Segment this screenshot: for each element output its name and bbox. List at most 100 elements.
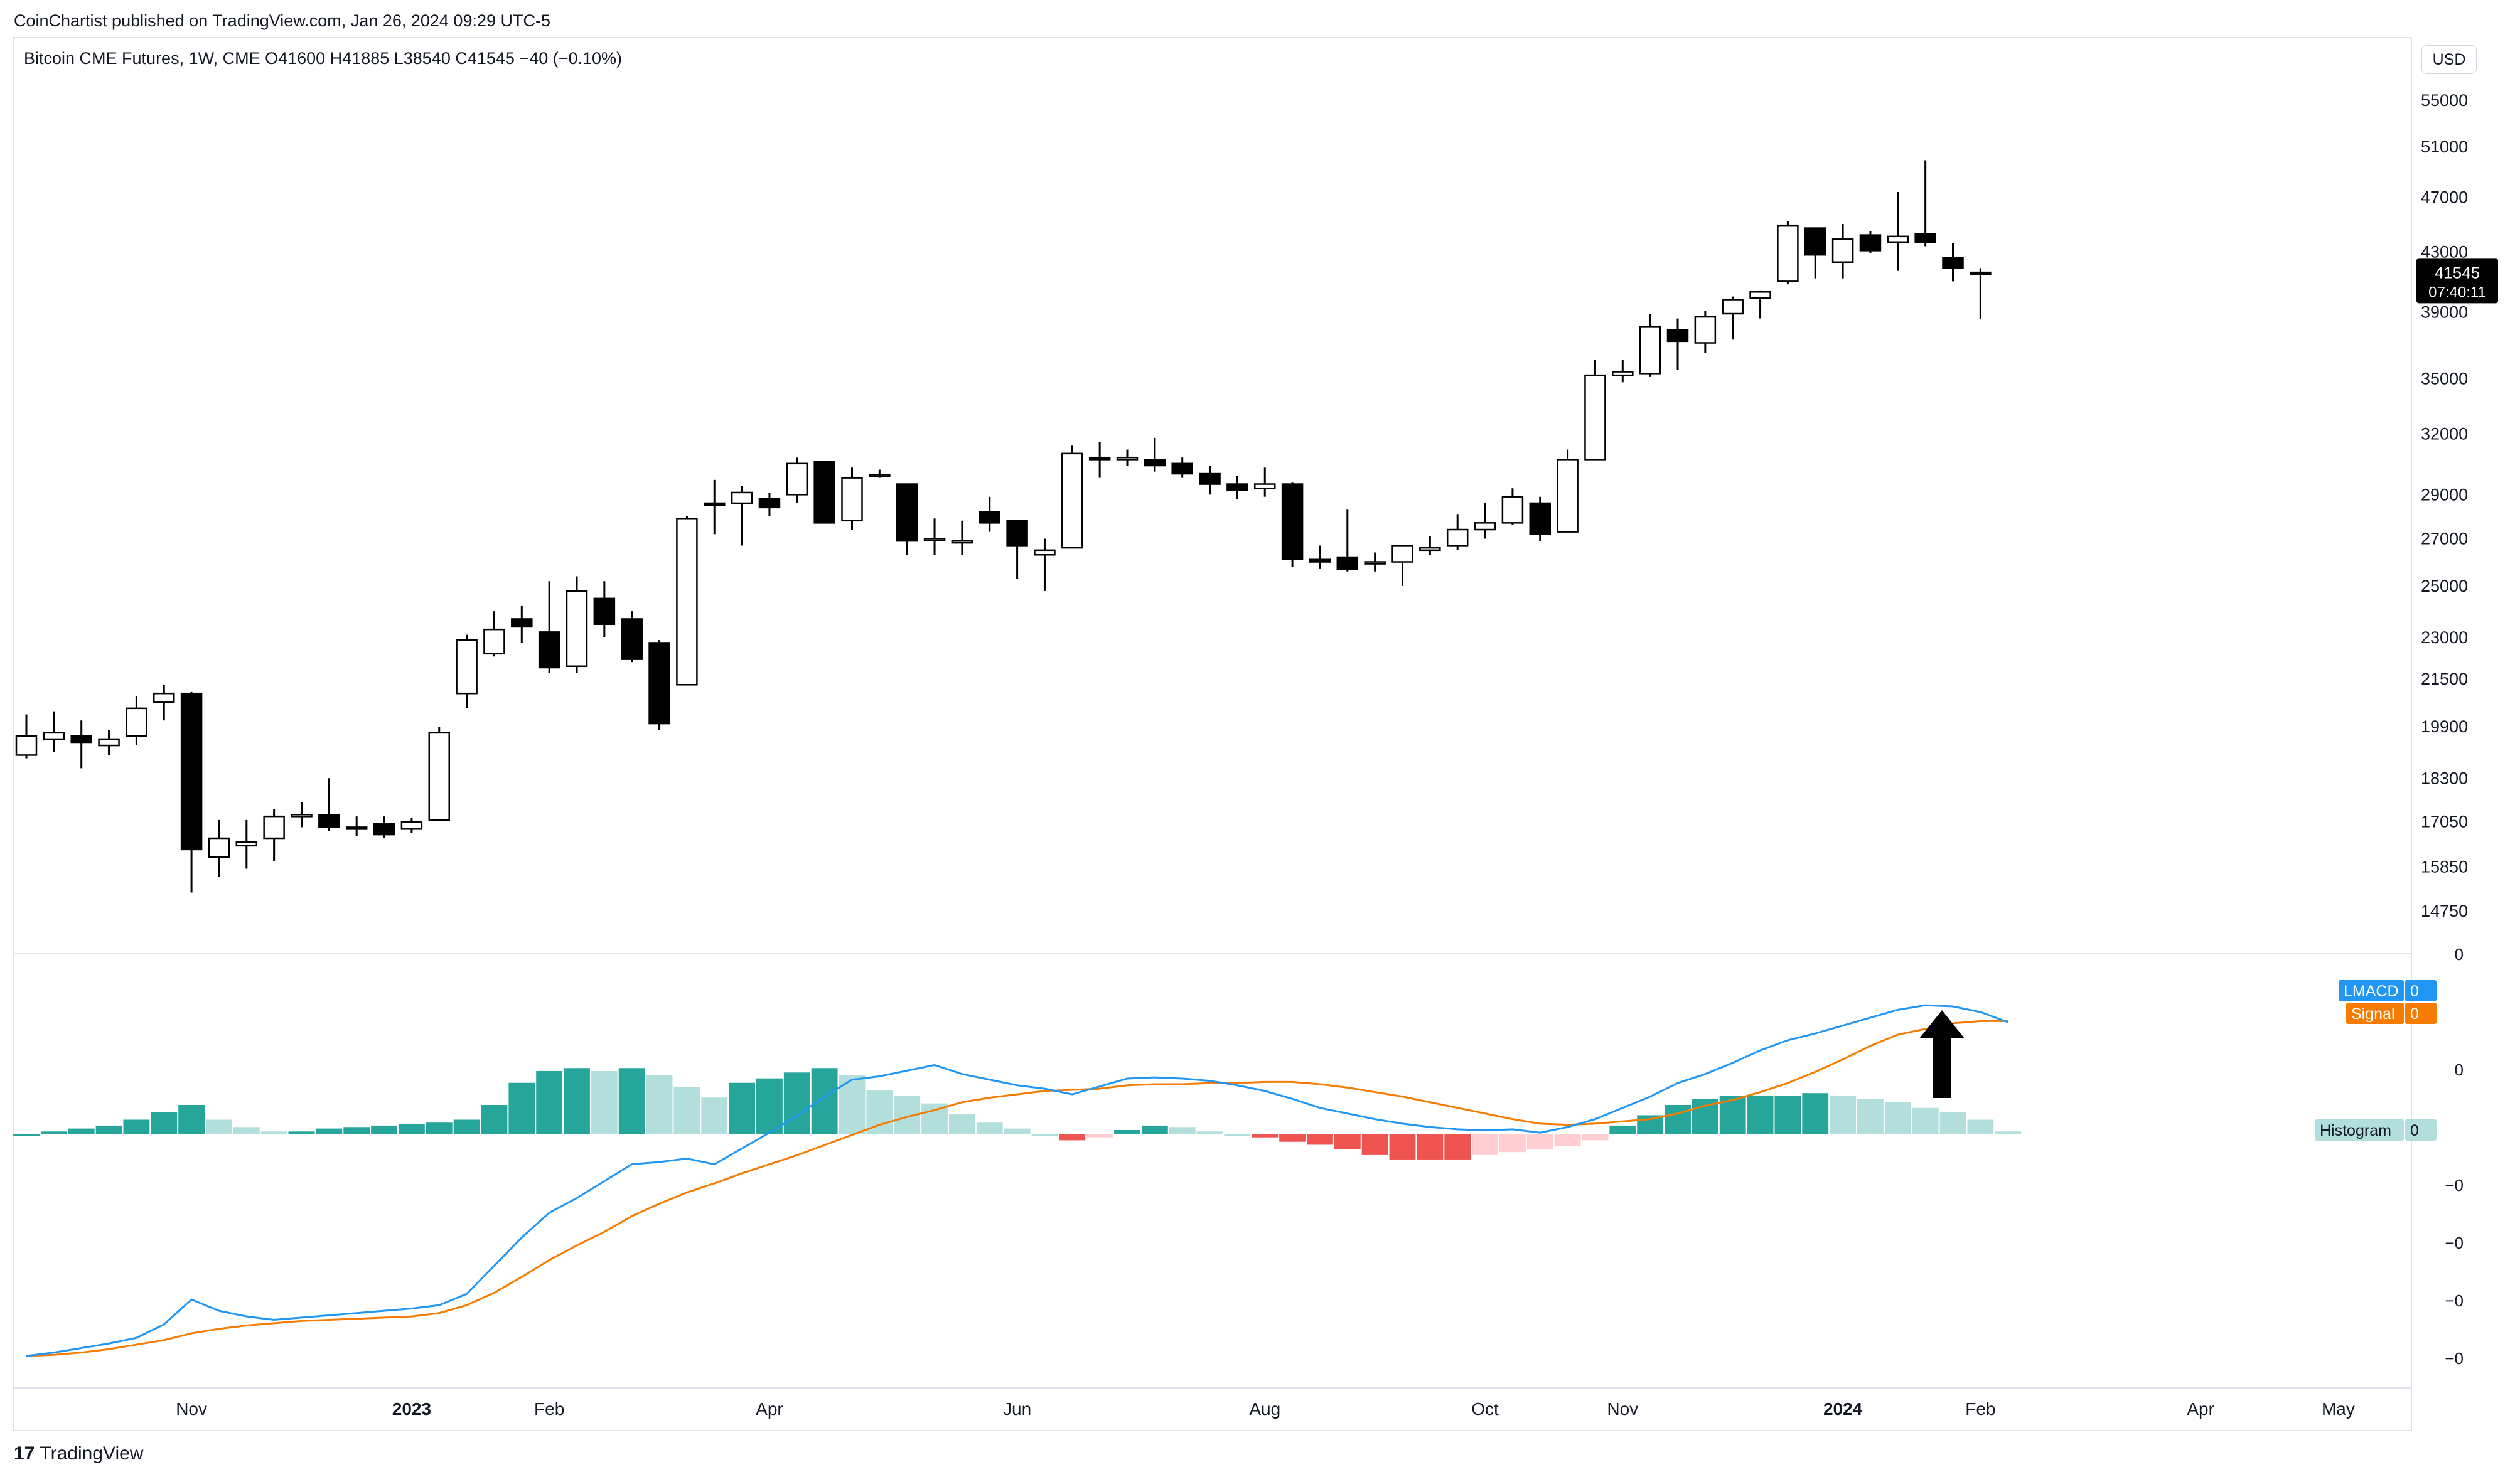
candle-body <box>841 477 863 522</box>
candle <box>1171 457 1193 478</box>
candle <box>291 802 313 828</box>
symbol-legend[interactable]: Bitcoin CME Futures, 1W, CME O41600 H418… <box>24 49 623 68</box>
histogram-bar <box>921 1103 948 1134</box>
price-tag-countdown: 07:40:11 <box>2428 284 2486 301</box>
time-tick-label: Apr <box>756 1399 783 1419</box>
candle-body <box>1309 558 1331 563</box>
price-tick-label: 17050 <box>2421 813 2468 831</box>
histogram-bar <box>481 1105 508 1134</box>
candle-body <box>593 597 616 626</box>
candle-body <box>758 498 781 509</box>
candle <box>786 457 808 503</box>
candle-body <box>1391 545 1413 563</box>
candle-body <box>869 474 891 477</box>
candle-body <box>1584 374 1606 461</box>
histogram-bar <box>1252 1134 1279 1138</box>
candle <box>126 696 147 746</box>
candle <box>1226 476 1248 499</box>
candle-body <box>1859 234 1882 252</box>
histogram-bar <box>288 1131 315 1134</box>
time-tick-label: Aug <box>1249 1399 1280 1419</box>
candle <box>1557 449 1579 533</box>
histogram-bar <box>811 1068 838 1134</box>
time-tick-label: May <box>2322 1399 2355 1419</box>
histogram-bar <box>1884 1102 1911 1134</box>
indicator-tick-label: −0 <box>2445 1176 2464 1195</box>
signal-value-box <box>2405 1003 2437 1024</box>
histogram-bar <box>701 1097 728 1134</box>
histogram-bar <box>1004 1128 1031 1134</box>
time-tick-label: 2024 <box>1823 1399 1863 1419</box>
histogram-bar <box>426 1122 453 1134</box>
candle <box>1391 545 1413 587</box>
indicator-tick-label: 0 <box>2455 945 2464 964</box>
price-tick-label: 39000 <box>2421 302 2468 321</box>
candle-body <box>951 540 973 544</box>
currency-button[interactable]: USD <box>2421 45 2477 74</box>
histogram-bar <box>371 1125 397 1134</box>
tradingview-logo-icon: 17 <box>14 1443 35 1464</box>
candle-body <box>400 821 423 830</box>
histogram-bar <box>1361 1134 1388 1155</box>
price-tag-box <box>2416 258 2498 304</box>
histogram-value-box <box>2405 1119 2437 1141</box>
candle-body <box>676 518 698 686</box>
histogram-bar <box>1031 1134 1058 1136</box>
histogram-bar <box>206 1119 232 1134</box>
histogram-bar <box>591 1070 618 1134</box>
candle <box>1887 191 1909 271</box>
candle-body <box>1887 235 1909 243</box>
candle-body <box>1034 549 1056 556</box>
candle-body <box>731 491 753 504</box>
histogram-bar <box>1857 1099 1884 1134</box>
candle <box>1309 545 1331 569</box>
histogram-bar <box>40 1131 67 1134</box>
histogram-bar <box>1417 1134 1444 1160</box>
candle <box>704 479 726 535</box>
candle <box>1859 230 1882 253</box>
candle <box>1034 538 1056 591</box>
candle-body <box>1777 224 1799 282</box>
price-tick-label: 15850 <box>2421 857 2468 876</box>
histogram-bar <box>536 1070 563 1134</box>
candle <box>1006 520 1028 579</box>
candle <box>1281 482 1304 567</box>
candle-body <box>1942 257 1964 269</box>
candle <box>456 634 478 708</box>
histogram-bar <box>1224 1134 1251 1136</box>
price-tick-label: 21500 <box>2421 669 2468 688</box>
candle <box>373 816 395 839</box>
time-tick-label: Jun <box>1003 1399 1031 1419</box>
time-tick-label: 2023 <box>392 1399 431 1419</box>
published-header: CoinChartist published on TradingView.co… <box>14 11 550 30</box>
histogram-bar <box>646 1075 673 1134</box>
candle <box>923 518 946 555</box>
candle <box>951 520 973 555</box>
candle-body <box>1144 459 1166 467</box>
candle-body <box>896 483 918 542</box>
histogram-label: Histogram <box>2320 1122 2391 1139</box>
candle <box>566 576 588 673</box>
histogram-bar <box>1389 1134 1416 1160</box>
histogram-bar <box>13 1134 40 1136</box>
histogram-bar <box>783 1072 810 1134</box>
candle-body <box>1529 502 1551 535</box>
candle-body <box>1474 522 1496 531</box>
price-tick-label: 23000 <box>2421 628 2468 647</box>
histogram-value: 0 <box>2410 1122 2419 1139</box>
indicator-tick-label: −0 <box>2445 1291 2464 1310</box>
histogram-bar <box>564 1068 590 1134</box>
histogram-bar <box>1499 1134 1526 1153</box>
histogram-bar <box>1967 1119 1994 1134</box>
time-tick-label: Feb <box>1965 1399 1995 1419</box>
candle <box>1529 496 1551 541</box>
tradingview-brand[interactable]: 17 TradingView <box>14 1443 143 1464</box>
candle <box>1336 509 1359 572</box>
candle-body <box>153 692 175 703</box>
candle <box>676 516 698 686</box>
histogram-bar <box>1444 1134 1471 1160</box>
candle <box>400 818 423 833</box>
histogram-bar <box>1169 1127 1196 1134</box>
candle-body <box>1694 316 1717 344</box>
